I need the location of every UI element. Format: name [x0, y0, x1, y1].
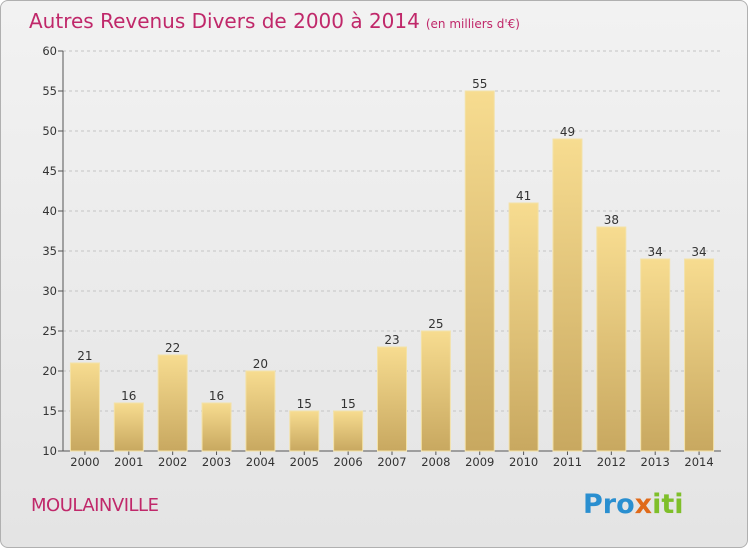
bar	[640, 258, 671, 452]
x-tick-label: 2006	[333, 455, 362, 469]
bar	[508, 202, 539, 452]
bar-value-label: 23	[384, 333, 399, 347]
labels: 21 2000 16 2001 22 2002 16 2003 20 2004 15 2005 15 20…	[70, 77, 713, 469]
x-tick-label: 2001	[114, 455, 143, 469]
bar	[289, 410, 320, 452]
bar-value-label: 20	[253, 357, 268, 371]
bar-value-label: 34	[691, 245, 706, 259]
y-tick-label: 50	[42, 124, 57, 138]
logo-part-1: Pro	[583, 489, 635, 520]
y-tick-label: 55	[42, 84, 57, 98]
logo-part-2: x	[634, 489, 653, 520]
proxiti-logo: Proxiti	[583, 489, 684, 520]
bars	[69, 90, 715, 452]
x-tick-label: 2008	[421, 455, 450, 469]
bar-value-label: 49	[560, 125, 575, 139]
bar-value-label: 15	[340, 397, 355, 411]
y-tick-label: 35	[42, 244, 57, 258]
chart-subtitle: (en milliers d'€)	[425, 17, 520, 31]
bar-value-label: 25	[428, 317, 443, 331]
logo-part-3: iti	[652, 489, 684, 520]
x-tick-label: 2011	[553, 455, 582, 469]
bar-value-label: 16	[121, 389, 136, 403]
x-tick-label: 2014	[684, 455, 713, 469]
bar-value-label: 38	[604, 213, 619, 227]
bar	[420, 330, 451, 452]
place-name: MOULAINVILLE	[31, 495, 159, 516]
bar	[596, 226, 627, 452]
bar	[69, 362, 100, 452]
bar-value-label: 16	[209, 389, 224, 403]
x-tick-label: 2005	[290, 455, 319, 469]
y-tick-label: 20	[42, 364, 57, 378]
bar	[552, 138, 583, 452]
x-tick-label: 2009	[465, 455, 494, 469]
y-tick-label: 45	[42, 164, 57, 178]
x-tick-label: 2010	[509, 455, 538, 469]
y-tick-label: 60	[42, 44, 57, 58]
bar	[201, 402, 232, 452]
bar-value-label: 21	[77, 349, 92, 363]
x-tick-label: 2000	[70, 455, 99, 469]
x-tick-label: 2012	[597, 455, 626, 469]
x-tick-label: 2002	[158, 455, 187, 469]
axes: 10 15 20 25 30 35 40 45 50 55 60	[42, 44, 721, 458]
chart-title: Autres Revenus Divers de 2000 à 2014 (en …	[29, 9, 520, 33]
chart-title-text: Autres Revenus Divers de 2000 à 2014	[29, 9, 420, 33]
bar-value-label: 22	[165, 341, 180, 355]
y-tick-label: 25	[42, 324, 57, 338]
bar-value-label: 15	[297, 397, 312, 411]
y-tick-label: 40	[42, 204, 57, 218]
bar	[684, 258, 715, 452]
x-tick-label: 2013	[641, 455, 670, 469]
x-tick-label: 2004	[246, 455, 275, 469]
y-tick-label: 15	[42, 404, 57, 418]
bar-value-label: 41	[516, 189, 531, 203]
bar	[377, 346, 407, 452]
bar	[333, 410, 364, 452]
y-tick-label: 10	[42, 444, 57, 458]
y-tick-label: 30	[42, 284, 57, 298]
bar-value-label: 55	[472, 77, 487, 91]
bar	[245, 370, 276, 452]
bar	[113, 402, 144, 452]
bar-value-label: 34	[648, 245, 663, 259]
x-tick-label: 2007	[377, 455, 406, 469]
bar	[157, 354, 188, 452]
x-tick-label: 2003	[202, 455, 231, 469]
bar	[464, 90, 495, 452]
